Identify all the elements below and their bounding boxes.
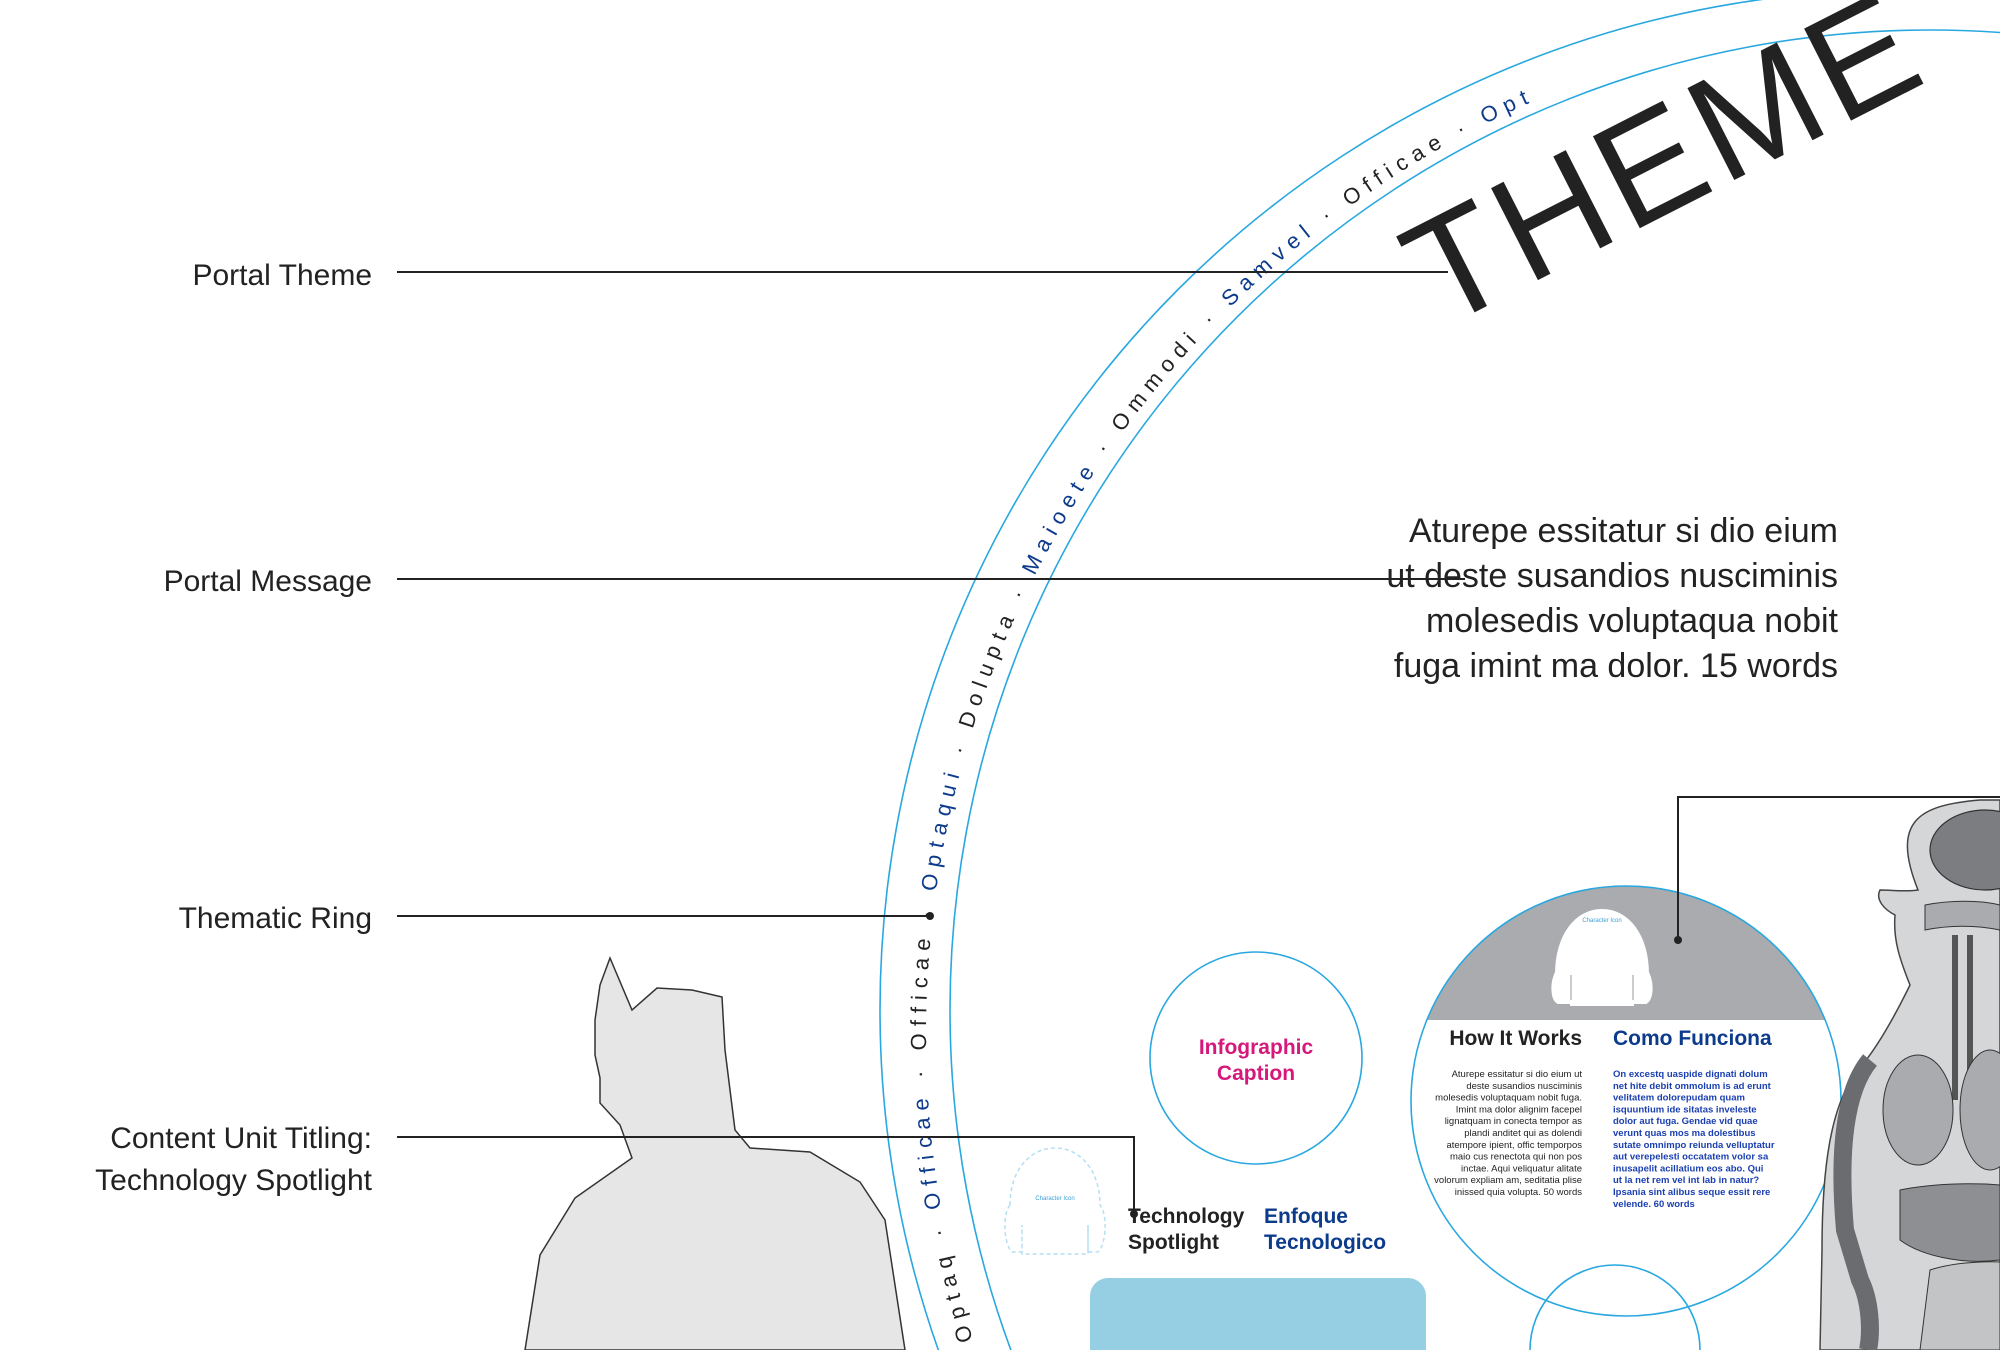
ring-separator: · [906, 1050, 932, 1092]
body-line: velitatem dolorepudam quam [1613, 1093, 1745, 1104]
body-line: molesedis voluptaquam nobit fuga. [1435, 1093, 1582, 1104]
body-line: inissed quia volupta. 50 words [1455, 1187, 1583, 1198]
body-line: atempore ipient, offic temporpos [1446, 1140, 1582, 1151]
ring-inner-circle [949, 29, 2000, 1350]
body-line: sutate omnimpo reiunda velluptatur [1613, 1140, 1775, 1151]
callout-lines [397, 271, 2000, 1214]
svg-text:fuga imint ma dolor. 15 words: fuga imint ma dolor. 15 words [1394, 647, 1838, 685]
callout-portal-theme: Portal Theme [192, 259, 372, 292]
body-line: volorum expliam am, seditatia plise [1434, 1175, 1582, 1186]
svg-text:Technology: Technology [1128, 1205, 1245, 1228]
svg-text:Tecnologico: Tecnologico [1264, 1231, 1386, 1254]
body-line: inusapelit acillatium eos abo. Qui [1613, 1163, 1763, 1174]
infographic-caption: Infographic Caption [1149, 951, 1363, 1165]
ring-word: Officae [906, 930, 936, 1050]
body-line: Imint ma dolor alignim facepel [1456, 1104, 1582, 1115]
svg-text:Infographic: Infographic [1199, 1036, 1314, 1059]
body-line: deste susandios nusciminis [1466, 1081, 1582, 1092]
svg-text:How It Works: How It Works [1449, 1027, 1582, 1050]
callout-content-titling-line1: Content Unit Titling: [110, 1122, 372, 1155]
body-line: On excestq uaspide dignati dolum [1613, 1069, 1768, 1080]
body-line: isquuntium ide sitatas inveleste [1613, 1104, 1757, 1115]
ring-separator: · [921, 1208, 953, 1253]
thematic-ring-dot [926, 912, 934, 920]
portal-message: Aturepe essitatur si dio eium ut deste s… [1386, 512, 1838, 685]
callout-content-titling-line2: Technology Spotlight [95, 1164, 373, 1197]
portal-theme-word: THEME [1378, 0, 1949, 359]
ring-separator: · [942, 723, 977, 769]
svg-text:molesedis voluptaqua nobit: molesedis voluptaqua nobit [1426, 602, 1839, 640]
ring-word: Opt [1476, 82, 1538, 129]
body-line: inctae. Aqui veliquatur alitate [1461, 1163, 1582, 1174]
svg-text:Como Funciona: Como Funciona [1613, 1027, 1772, 1050]
callout-thematic-ring: Thematic Ring [179, 902, 372, 935]
spotlight-dot [1130, 1210, 1138, 1218]
svg-text:Enfoque: Enfoque [1264, 1205, 1348, 1228]
ring-outer-circle [879, 0, 1765, 1350]
anatomy-figure [1819, 799, 2000, 1350]
person-silhouette [524, 955, 906, 1350]
svg-text:Aturepe essitatur si dio eium: Aturepe essitatur si dio eium [1409, 512, 1838, 550]
ring-word: Optaqui [916, 763, 966, 892]
callout-portal-message: Portal Message [164, 565, 372, 598]
body-line: net hite debit ommolum is ad erunt [1613, 1081, 1772, 1092]
body-line: Aturepe essitatur si dio eium ut [1452, 1069, 1583, 1080]
ring-word: Ommodi [1106, 323, 1206, 436]
body-line: verunt quas mos ma dolestibus [1613, 1128, 1756, 1139]
how-it-works-unit: Character Icon How It Works Como Funcion… [1410, 885, 1842, 1317]
svg-text:Caption: Caption [1217, 1062, 1295, 1085]
body-line: Ipsania sint alibus seque essit rere [1613, 1187, 1770, 1198]
spotlight-character-icon: Character Icon [1004, 1147, 1106, 1255]
ring-word: Optaq [929, 1247, 978, 1346]
svg-text:Spotlight: Spotlight [1128, 1231, 1219, 1254]
ring-separator: · [911, 889, 941, 933]
tech-spotlight-unit: Character Icon Technology Spotlight Enfo… [1004, 1147, 1426, 1350]
svg-text:Character Icon: Character Icon [1582, 918, 1621, 924]
body-line: lignatquam in conecta tempor as [1445, 1116, 1583, 1127]
body-line: aut verepelesti occatatem volor sa [1613, 1152, 1769, 1163]
body-line: ut la net rem vel int lab in natur? [1613, 1175, 1759, 1186]
body-line: velende. 60 words [1613, 1199, 1695, 1210]
spotlight-panel [1090, 1278, 1426, 1350]
body-line: dolor aut fuga. Gendae vid quae [1613, 1116, 1758, 1127]
ring-word: Officae [908, 1091, 946, 1212]
svg-text:Character Icon: Character Icon [1035, 1196, 1074, 1202]
svg-text:ut deste susandios nusciminis: ut deste susandios nusciminis [1386, 557, 1838, 595]
next-unit-circle [1529, 1264, 1701, 1350]
ring-word: Samvel [1216, 216, 1320, 311]
body-line: maio cus renectota qui non pos [1450, 1152, 1582, 1163]
anatomy-dot [1674, 936, 1682, 944]
body-line: plandi anditet qui as dolendi [1464, 1128, 1582, 1139]
character-icon: Character Icon [1551, 908, 1653, 1006]
